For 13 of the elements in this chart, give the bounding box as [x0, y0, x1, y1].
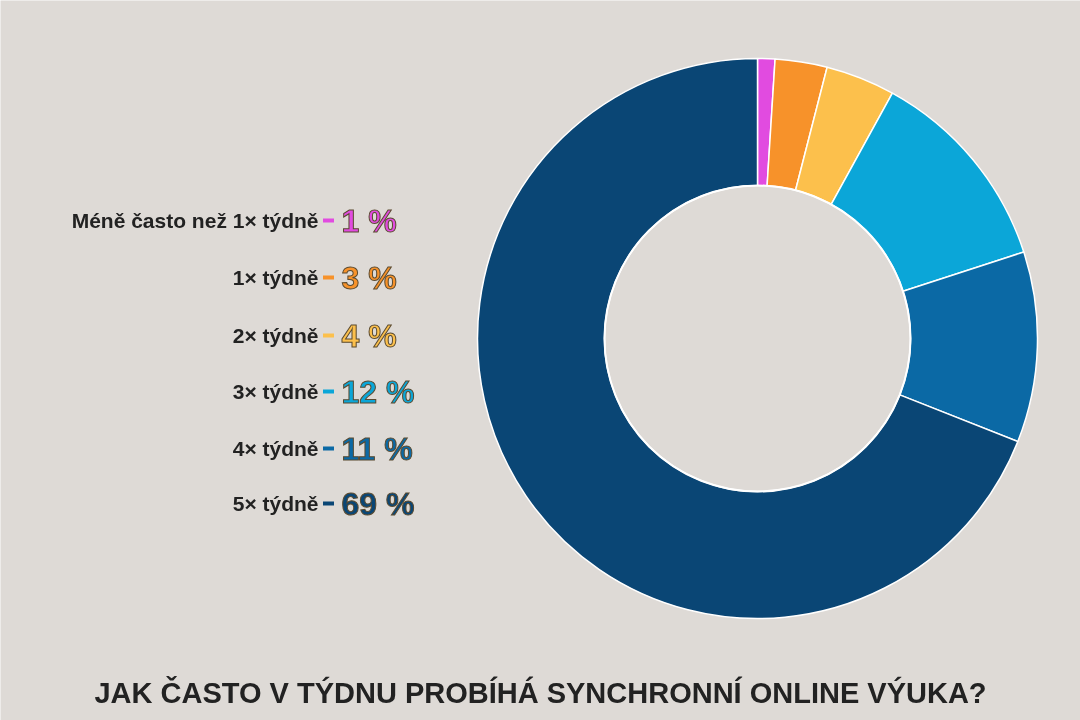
legend-label: 1× týdně	[232, 266, 319, 289]
data-label: 3 %	[341, 259, 397, 296]
data-label: 4 %	[341, 317, 397, 354]
data-label: 1 %	[341, 202, 397, 239]
legend-label: 5× týdně	[232, 492, 319, 515]
data-label: 11 %	[341, 430, 413, 467]
data-label: 12 %	[341, 373, 415, 410]
legend-label: 4× týdně	[232, 437, 319, 460]
legend-label: 2× týdně	[232, 324, 319, 347]
text: JAK ČASTO V TÝDNU PROBÍHÁ SYNCHRONNÍ ONLINE VÝUKA?	[94, 675, 987, 709]
legend-label: Méně často než 1× týdně	[71, 209, 319, 232]
data-label: 69 %	[341, 485, 415, 522]
legend-label: 3× týdně	[232, 380, 319, 403]
